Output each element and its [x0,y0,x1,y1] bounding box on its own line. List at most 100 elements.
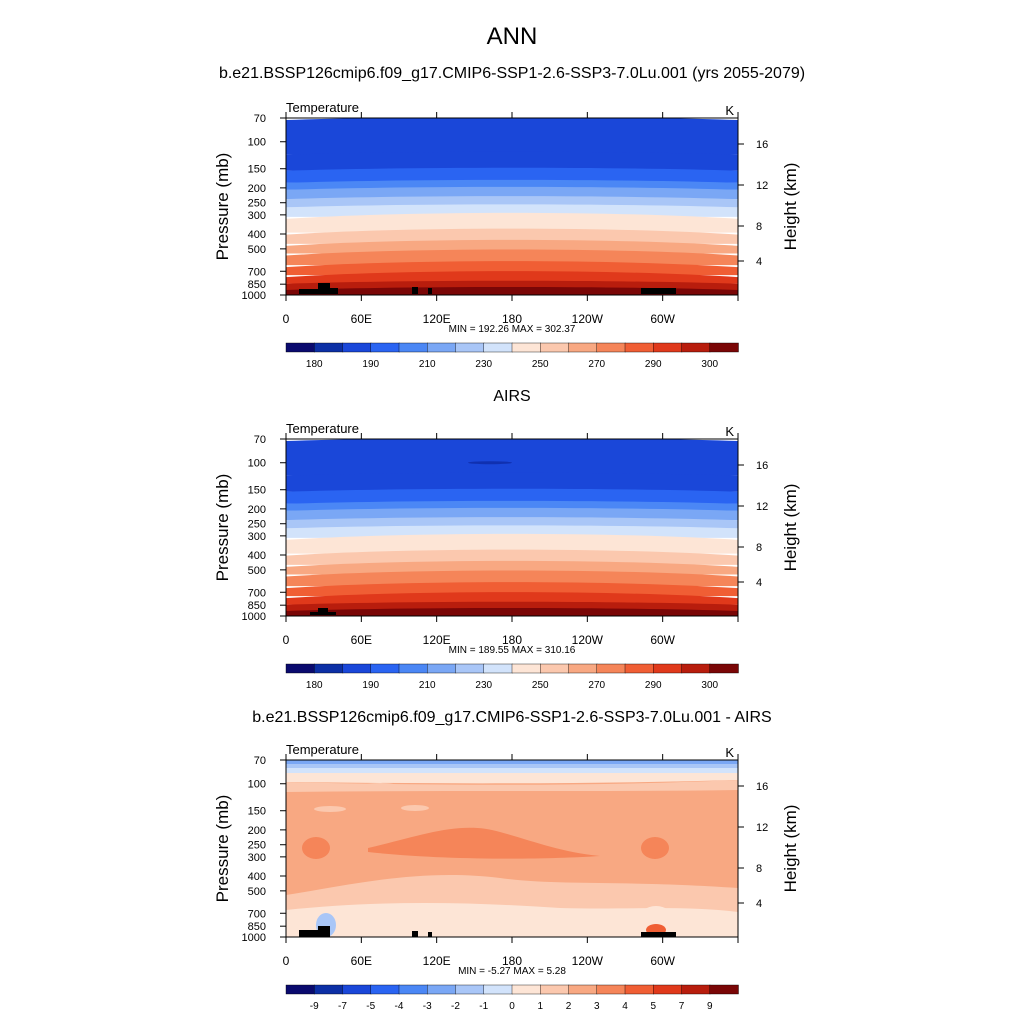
y-tick-label: 400 [248,550,266,562]
contour-blob [641,837,669,859]
contour-blob [638,906,674,934]
colorbar-swatch [540,984,570,995]
y2-tick-label: 4 [756,898,762,910]
contour-blob [368,827,600,859]
contour-band [286,500,738,511]
colorbar-swatch [483,984,513,995]
colorbar-swatch [653,984,683,995]
contour-blob [362,783,398,789]
x-tick-label: 120E [423,633,451,647]
x-tick-label: 120W [572,633,604,647]
contour-band [286,570,738,587]
colorbar-swatch [427,984,457,995]
colorbar-label: 230 [475,680,492,691]
colorbar-swatch [455,984,485,995]
panel-title-diff: b.e21.BSSP126cmip6.f09_g17.CMIP6-SSP1-2.… [252,709,771,726]
colorbar-label: -5 [366,1001,375,1012]
colorbar-swatch [511,342,541,353]
colorbar-swatch [342,984,372,995]
colorbar-label: -1 [479,1001,488,1012]
colorbar-swatch [596,984,626,995]
contour-band [286,488,738,504]
colorbar-label: 0 [509,1001,515,1012]
x-tick-label: 180 [502,633,522,647]
y2-tick-label: 16 [756,781,768,793]
colorbar-label: 250 [532,359,549,370]
y-tick-label: 250 [248,840,266,852]
panel-title-model: b.e21.BSSP126cmip6.f09_g17.CMIP6-SSP1-2.… [219,65,805,82]
x-tick-label: 0 [283,954,290,968]
y2-tick-label: 8 [756,542,762,554]
figure-title: ANN [487,23,538,50]
colorbar-swatch [596,342,626,353]
contour-band [286,764,738,768]
y-tick-label: 850 [248,279,266,291]
y-tick-label: 400 [248,229,266,241]
x-tick-label: 60E [351,312,372,326]
panel-title-obs: AIRS [493,388,530,405]
y2-axis-title: Height (km) [781,805,800,893]
x-tick-label: 0 [283,312,290,326]
colorbar-swatch [709,984,739,995]
x-tick-label: 0 [283,633,290,647]
contour-band [286,167,738,183]
contour-field-model [286,118,738,295]
colorbar-swatch [285,663,315,674]
colorbar-swatch [568,984,598,995]
x-tick-label: 60W [650,633,675,647]
contour-band [286,186,738,200]
colorbar-swatch [681,663,711,674]
contour-band [286,533,738,554]
colorbar-label: 270 [588,359,605,370]
y2-tick-label: 12 [756,822,768,834]
colorbar-swatch [285,984,315,995]
colorbar-swatch [427,342,457,353]
y-tick-label: 100 [248,137,266,149]
terrain-mask [318,926,330,937]
terrain-mask [641,288,676,294]
contour-band [286,239,738,254]
contour-band [286,592,738,605]
colorbar-label: 270 [588,680,605,691]
y2-tick-label: 4 [756,577,762,589]
colorbar-swatch [314,663,344,674]
contour-band [286,768,738,773]
colorbar-swatch [455,663,485,674]
colorbar-label: 290 [645,359,662,370]
contour-band [286,903,738,937]
colorbar-swatch [398,342,428,353]
contour-band [286,525,738,538]
colorbar-swatch [427,663,457,674]
y-tick-label: 200 [248,825,266,837]
colorbar-swatch [483,663,513,674]
contour-band [286,607,738,616]
contour-band [286,507,738,521]
colorbar-label: 4 [622,1001,628,1012]
contour-band [286,439,738,476]
colorbar-label: 190 [362,680,379,691]
terrain-mask [318,608,328,615]
terrain-mask [641,932,676,937]
contour-band [286,204,738,217]
colorbar-swatch [681,342,711,353]
x-tick-label: 60E [351,954,372,968]
x-tick-label: 60W [650,312,675,326]
panel-variable-label: Temperature [286,742,359,757]
min-max-stats: MIN = 189.55 MAX = 310.16 [449,645,576,656]
x-tick-label: 120W [572,312,604,326]
y-tick-label: 700 [248,266,266,278]
colorbar-swatch [483,342,513,353]
y-tick-label: 1000 [242,611,266,623]
colorbar-swatch [342,342,372,353]
contour-band [286,151,738,171]
colorbar-swatch [511,663,541,674]
terrain-mask [318,283,330,294]
colorbar-label: 3 [594,1001,600,1012]
terrain-mask [428,932,432,937]
colorbar-label: 1 [537,1001,543,1012]
panel-variable-label: Temperature [286,421,359,436]
y2-tick-label: 12 [756,501,768,513]
x-tick-label: 120W [572,954,604,968]
contour-band [286,517,738,529]
y-tick-label: 500 [248,886,266,898]
